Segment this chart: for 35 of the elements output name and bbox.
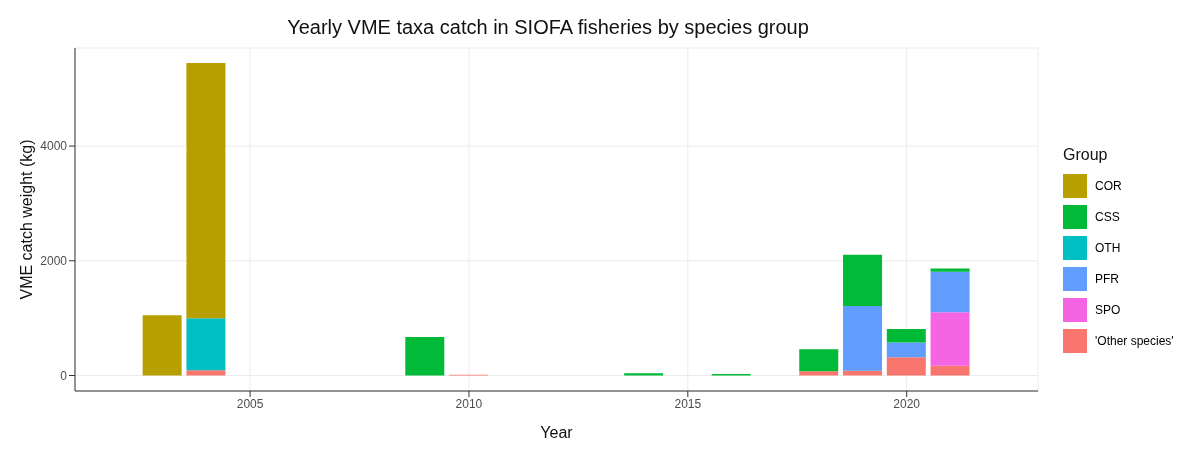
x-axis-title: Year <box>540 424 574 441</box>
legend-label: OTH <box>1095 240 1121 255</box>
bar <box>799 349 839 372</box>
chart-title: Yearly VME taxa catch in SIOFA fisheries by species group <box>286 16 810 39</box>
y-axis-title: VME catch weight (kg) <box>17 139 35 300</box>
bar <box>186 62 226 319</box>
bar <box>624 373 664 376</box>
legend-label: PFR <box>1095 271 1119 286</box>
y-tick-label: 2000 <box>40 254 68 269</box>
x-tick-label: 2015 <box>674 396 702 411</box>
bar <box>886 357 926 376</box>
bar <box>930 365 970 376</box>
legend-label: CSS <box>1095 209 1120 224</box>
legend-title: Group <box>1063 146 1109 164</box>
legend-label: COR <box>1095 178 1122 193</box>
bar <box>186 370 226 376</box>
bar <box>930 268 970 272</box>
x-tick-label: 2020 <box>893 396 921 411</box>
bar <box>186 318 226 371</box>
bar <box>405 337 445 376</box>
bar <box>886 342 926 358</box>
bar <box>930 271 970 313</box>
bar <box>930 312 970 366</box>
bar <box>843 306 883 371</box>
bar <box>799 371 839 376</box>
y-tick-label: 0 <box>60 368 68 383</box>
y-tick-label: 4000 <box>40 139 68 154</box>
bar <box>843 254 883 307</box>
legend-label: 'Other species' <box>1095 333 1174 348</box>
x-tick-label: 2005 <box>236 396 264 411</box>
bar <box>142 315 182 376</box>
bar <box>886 329 926 343</box>
bar <box>843 370 883 376</box>
legend-label: SPO <box>1095 302 1121 317</box>
x-tick-label: 2010 <box>455 396 483 411</box>
